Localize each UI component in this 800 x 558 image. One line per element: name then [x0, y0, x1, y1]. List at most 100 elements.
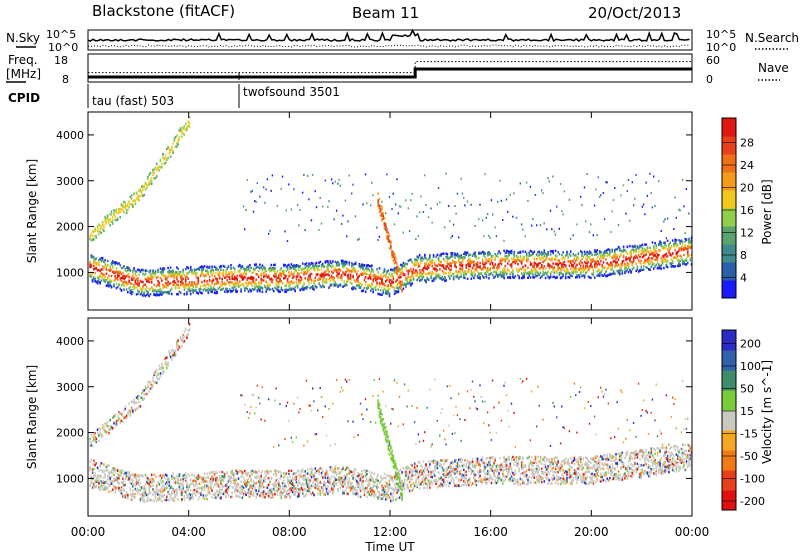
scatter-cell — [590, 252, 592, 254]
scatter-cell — [138, 401, 140, 403]
scatter-cell — [135, 203, 137, 205]
scatter-cell — [396, 284, 398, 286]
scatter-cell — [350, 277, 352, 279]
scatter-cell — [349, 175, 350, 177]
scatter-cell — [299, 265, 301, 267]
scatter-cell — [181, 494, 183, 496]
scatter-cell — [394, 287, 396, 289]
scatter-cell — [419, 269, 421, 271]
scatter-cell — [604, 255, 606, 257]
scatter-cell — [165, 361, 167, 363]
scatter-cell — [121, 472, 123, 474]
scatter-cell — [653, 176, 654, 178]
scatter-cell — [488, 235, 489, 237]
scatter-cell — [559, 274, 561, 276]
scatter-cell — [340, 283, 342, 285]
scatter-cell — [315, 277, 317, 279]
scatter-cell — [185, 472, 187, 474]
scatter-cell — [667, 218, 668, 220]
scatter-cell — [386, 173, 387, 175]
scatter-cell — [515, 275, 517, 277]
scatter-cell — [526, 252, 528, 254]
scatter-cell — [530, 276, 532, 278]
station-title: Blackstone (fitACF) — [92, 2, 235, 20]
scatter-cell — [118, 482, 120, 484]
scatter-cell — [547, 270, 549, 272]
scatter-cell — [145, 489, 147, 491]
scatter-cell — [323, 277, 325, 279]
scatter-cell — [527, 258, 529, 260]
scatter-cell — [176, 493, 178, 495]
scatter-cell — [240, 288, 242, 290]
scatter-cell — [113, 212, 115, 214]
scatter-cell — [106, 266, 108, 268]
scatter-cell — [507, 256, 509, 258]
scatter-cell — [619, 273, 621, 275]
scatter-cell — [108, 275, 110, 277]
scatter-cell — [513, 251, 515, 253]
scatter-cell — [380, 289, 382, 291]
scatter-cell — [137, 407, 139, 409]
scatter-cell — [375, 289, 377, 291]
scatter-cell — [664, 218, 665, 220]
scatter-cell — [255, 201, 256, 203]
scatter-cell — [584, 276, 586, 278]
scatter-cell — [143, 397, 145, 399]
scatter-cell — [94, 228, 96, 230]
scatter-cell — [484, 173, 485, 175]
scatter-cell — [411, 282, 413, 284]
scatter-cell — [109, 266, 111, 268]
scatter-cell — [250, 290, 252, 292]
scatter-cell — [282, 282, 284, 284]
scatter-cell — [674, 265, 676, 267]
scatter-cell — [651, 266, 653, 268]
scatter-cell — [293, 275, 295, 277]
scatter-cell — [262, 287, 264, 289]
scatter-cell — [671, 245, 673, 247]
scatter-cell — [152, 377, 154, 379]
scatter-cell — [513, 253, 515, 255]
scatter-cell — [120, 216, 122, 218]
scatter-cell — [253, 271, 255, 273]
scatter-cell — [521, 268, 523, 270]
scatter-cell — [484, 256, 486, 258]
scatter-cell — [151, 180, 153, 182]
scatter-cell — [419, 265, 421, 267]
scatter-cell — [258, 270, 260, 272]
scatter-cell — [488, 258, 490, 260]
scatter-cell — [277, 270, 279, 272]
scatter-cell — [153, 500, 155, 502]
scatter-cell — [455, 213, 456, 215]
cpid-panel: CPID tau (fast) 503 twofsound 3501 — [8, 84, 340, 108]
scatter-cell — [410, 259, 412, 261]
scatter-cell — [318, 265, 320, 267]
scatter-cell — [479, 204, 480, 206]
scatter-cell — [520, 258, 522, 260]
scatter-cell — [413, 268, 415, 270]
scatter-cell — [94, 475, 96, 477]
scatter-cell — [206, 481, 208, 483]
scatter-cell — [117, 415, 119, 417]
scatter-cell — [104, 473, 106, 475]
scatter-cell — [410, 268, 412, 270]
scatter-cell — [156, 485, 158, 487]
scatter-cell — [327, 266, 329, 268]
scatter-cell — [96, 267, 98, 269]
scatter-cell — [213, 269, 215, 271]
scatter-cell — [512, 273, 514, 275]
scatter-cell — [151, 388, 153, 390]
scatter-cell — [532, 273, 534, 275]
scatter-cell — [172, 142, 174, 144]
scatter-cell — [91, 434, 93, 436]
scatter-cell — [296, 278, 298, 280]
scatter-cell — [398, 266, 400, 268]
scatter-cell — [299, 209, 300, 211]
scatter-cell — [317, 273, 319, 275]
scatter-cell — [216, 476, 218, 478]
scatter-cell — [511, 252, 513, 254]
scatter-cell — [612, 249, 614, 251]
scatter-cell — [164, 494, 166, 496]
scatter-cell — [357, 239, 358, 241]
scatter-cell — [468, 268, 470, 270]
scatter-cell — [454, 257, 456, 259]
